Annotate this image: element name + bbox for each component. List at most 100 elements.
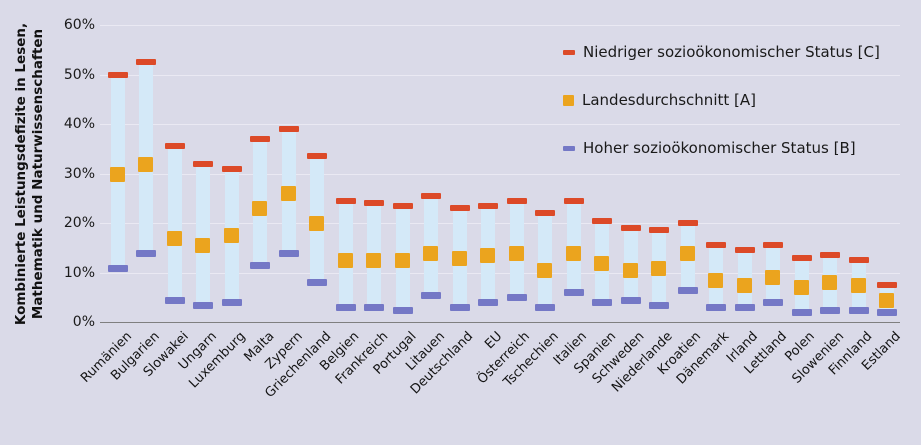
marker-high-ses <box>677 286 698 294</box>
marker-average <box>366 253 382 269</box>
legend-item-low-ses: Niedriger sozioökonomischer Status [C] <box>563 43 880 61</box>
marker-average <box>822 275 838 291</box>
y-tick-label: 20% <box>63 215 95 231</box>
marker-low-ses <box>278 125 299 132</box>
marker-average <box>451 250 467 266</box>
marker-average <box>793 280 809 296</box>
marker-average <box>138 156 154 172</box>
gridline <box>100 74 900 76</box>
marker-average <box>423 245 439 261</box>
marker-low-ses <box>820 252 841 259</box>
marker-high-ses <box>592 299 613 307</box>
marker-low-ses <box>307 153 328 160</box>
marker-low-ses <box>221 165 242 172</box>
marker-high-ses <box>449 304 470 312</box>
marker-high-ses <box>706 304 727 312</box>
y-tick-label: 10% <box>63 264 95 281</box>
marker-low-ses <box>763 242 784 249</box>
marker-high-ses <box>307 279 328 287</box>
marker-high-ses <box>164 296 185 304</box>
marker-average <box>537 263 553 279</box>
marker-average <box>594 255 610 271</box>
legend-swatch-high-ses-icon <box>563 145 575 151</box>
gridline <box>100 272 900 274</box>
marker-low-ses <box>535 210 556 217</box>
legend-item-high-ses: Hoher sozioökonomischer Status [B] <box>563 139 856 157</box>
marker-low-ses <box>364 200 385 207</box>
y-tick-label: 30% <box>63 165 95 182</box>
marker-high-ses <box>392 306 413 314</box>
marker-average <box>337 253 353 269</box>
legend-swatch-low-ses-icon <box>563 49 575 55</box>
y-tick-label: 50% <box>63 66 95 83</box>
marker-high-ses <box>620 296 641 304</box>
legend-swatch-average-icon <box>563 94 574 106</box>
marker-high-ses <box>791 309 812 317</box>
marker-average <box>850 277 866 293</box>
marker-high-ses <box>848 306 869 314</box>
marker-average <box>765 270 781 286</box>
legend-item-average: Landesdurchschnitt [A] <box>563 91 756 109</box>
marker-high-ses <box>877 309 897 317</box>
marker-low-ses <box>848 257 869 264</box>
marker-average <box>879 292 894 308</box>
marker-high-ses <box>649 301 670 309</box>
marker-high-ses <box>820 306 841 314</box>
marker-low-ses <box>620 224 641 231</box>
marker-average <box>195 238 211 254</box>
gridline <box>100 124 900 125</box>
gridline <box>100 25 900 26</box>
marker-low-ses <box>506 197 527 204</box>
marker-low-ses <box>164 143 185 150</box>
marker-high-ses <box>250 262 271 270</box>
marker-low-ses <box>877 281 897 288</box>
marker-high-ses <box>221 299 242 307</box>
marker-high-ses <box>763 299 784 307</box>
range-bar <box>196 163 211 308</box>
marker-low-ses <box>136 59 157 66</box>
legend-label-high-ses: Hoher sozioökonomischer Status [B] <box>583 139 856 157</box>
legend-label-average: Landesdurchschnitt [A] <box>582 91 756 109</box>
marker-average <box>679 245 695 261</box>
marker-low-ses <box>421 192 442 199</box>
marker-high-ses <box>136 249 157 257</box>
marker-average <box>110 166 125 182</box>
marker-low-ses <box>108 71 128 78</box>
y-axis-title-line1: Kombinierte Leistungsdefizite in Lesen, <box>13 22 29 326</box>
range-bar <box>167 146 182 303</box>
marker-average <box>166 230 182 246</box>
y-axis-title: Kombinierte Leistungsdefizite in Lesen, … <box>13 4 49 344</box>
gridline <box>100 173 900 175</box>
marker-high-ses <box>506 294 527 302</box>
marker-low-ses <box>392 202 413 209</box>
marker-high-ses <box>478 299 499 307</box>
marker-high-ses <box>734 304 755 312</box>
marker-average <box>309 216 325 231</box>
marker-low-ses <box>449 205 470 212</box>
y-axis-title-line2: Mathematik und Naturwissenschaften <box>30 28 46 320</box>
marker-average <box>622 263 638 279</box>
gridline <box>100 223 900 224</box>
y-tick-label: 0% <box>72 314 95 330</box>
marker-average <box>280 186 296 202</box>
marker-average <box>565 245 581 261</box>
x-axis-line <box>100 322 900 323</box>
marker-average <box>480 248 496 264</box>
marker-low-ses <box>706 242 727 249</box>
marker-average <box>708 272 724 288</box>
range-bar <box>538 213 553 311</box>
marker-high-ses <box>335 304 356 312</box>
marker-low-ses <box>563 197 584 204</box>
marker-high-ses <box>535 304 556 312</box>
marker-high-ses <box>563 289 584 297</box>
marker-high-ses <box>364 304 385 312</box>
marker-low-ses <box>478 202 499 209</box>
y-tick-label: 40% <box>63 116 95 132</box>
marker-low-ses <box>649 227 670 234</box>
marker-average <box>394 253 410 269</box>
y-tick-label: 60% <box>63 17 95 33</box>
marker-high-ses <box>193 301 214 309</box>
marker-average <box>252 201 268 217</box>
marker-high-ses <box>421 291 442 299</box>
